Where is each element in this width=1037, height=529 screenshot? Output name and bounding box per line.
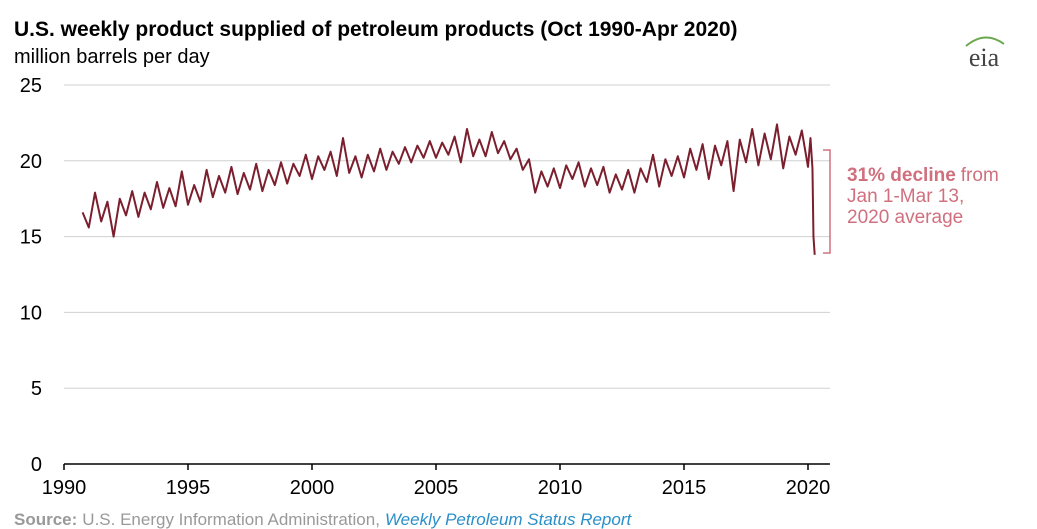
chart-subtitle: million barrels per day xyxy=(14,46,210,68)
y-tick-label: 5 xyxy=(31,378,42,400)
logo-arc xyxy=(965,36,1005,47)
logo: eia xyxy=(969,43,1000,72)
y-tick-label: 20 xyxy=(20,151,42,173)
x-tick-label: 1990 xyxy=(42,477,87,499)
annotation-text: Jan 1-Mar 13, xyxy=(847,186,964,207)
source: Source: U.S. Energy Information Administr… xyxy=(14,510,633,529)
source-link: Weekly Petroleum Status Report xyxy=(385,510,633,529)
annotation-line: from xyxy=(961,165,999,186)
x-tick-label: 2005 xyxy=(414,477,459,499)
annotation-text: 31% decline from xyxy=(847,165,999,186)
x-tick-label: 2015 xyxy=(662,477,707,499)
x-tick-label: 2000 xyxy=(290,477,335,499)
chart-title: U.S. weekly product supplied of petroleu… xyxy=(14,18,738,41)
x-tick-label: 1995 xyxy=(166,477,211,499)
x-tick-label: 2010 xyxy=(538,477,583,499)
source-label: Source: xyxy=(14,510,77,529)
y-tick-label: 15 xyxy=(20,227,42,249)
y-tick-label: 0 xyxy=(31,454,42,476)
annotation-text: 2020 average xyxy=(847,207,963,228)
source-text: U.S. Energy Information Administration, xyxy=(82,510,380,529)
annotation-bold: 31% decline xyxy=(847,165,956,186)
annotation-bracket xyxy=(823,149,831,254)
data-line xyxy=(81,123,816,255)
y-tick-label: 25 xyxy=(20,75,42,97)
y-tick-label: 10 xyxy=(20,302,42,324)
x-tick-label: 2020 xyxy=(786,477,831,499)
